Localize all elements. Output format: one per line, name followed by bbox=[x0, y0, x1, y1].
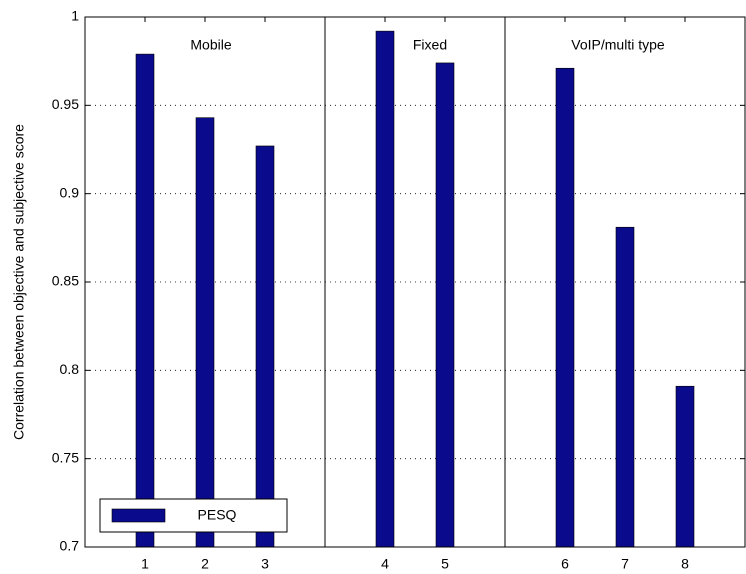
y-tick-label: 0.95 bbox=[52, 96, 79, 112]
y-tick-label: 0.75 bbox=[52, 449, 79, 465]
section-label: Fixed bbox=[413, 37, 447, 53]
bar bbox=[375, 30, 395, 548]
y-axis-label: Correlation between objective and subjec… bbox=[11, 124, 27, 440]
legend-label: PESQ bbox=[198, 507, 237, 523]
plot-frame bbox=[84, 16, 746, 548]
bar bbox=[555, 67, 575, 548]
bar bbox=[195, 117, 215, 548]
y-tick-label: 0.9 bbox=[60, 184, 80, 200]
bar bbox=[675, 385, 695, 548]
x-tick-label: 1 bbox=[141, 556, 149, 572]
bar bbox=[255, 145, 275, 548]
x-tick-label: 7 bbox=[621, 556, 629, 572]
x-tick-label: 3 bbox=[261, 556, 269, 572]
bar bbox=[615, 226, 635, 548]
bar bbox=[435, 62, 455, 548]
x-tick-label: 8 bbox=[681, 556, 689, 572]
legend-swatch bbox=[111, 508, 166, 523]
x-tick-label: 4 bbox=[381, 556, 389, 572]
x-tick-label: 6 bbox=[561, 556, 569, 572]
x-tick-label: 2 bbox=[201, 556, 209, 572]
section-label: VoIP/multi type bbox=[571, 37, 665, 53]
x-tick-label: 5 bbox=[441, 556, 449, 572]
y-tick-label: 1 bbox=[71, 8, 79, 24]
y-tick-label: 0.85 bbox=[52, 273, 79, 289]
section-label: Mobile bbox=[190, 37, 231, 53]
y-tick-label: 0.8 bbox=[60, 361, 80, 377]
bar bbox=[135, 53, 155, 548]
y-tick-label: 0.7 bbox=[60, 538, 80, 554]
